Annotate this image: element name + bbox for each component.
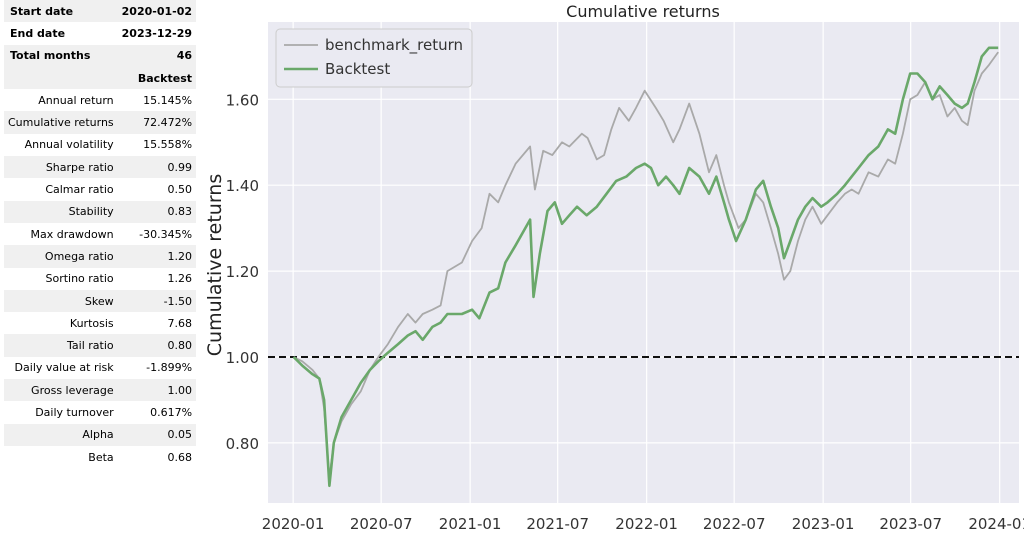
- chart-title: Cumulative returns: [566, 2, 720, 21]
- stat-label: Start date: [4, 0, 118, 23]
- stats-column-header: Backtest: [4, 66, 197, 90]
- stat-label: Gross leverage: [4, 379, 118, 402]
- stat-value: 0.80: [117, 334, 197, 357]
- x-tick-label: 2023-07: [879, 515, 942, 533]
- stat-label: Calmar ratio: [45, 183, 114, 197]
- stat-label: Max drawdown: [30, 227, 114, 241]
- stat-label: Tail ratio: [4, 334, 118, 357]
- stat-label: Alpha: [4, 423, 118, 446]
- y-tick-label: 1.00: [226, 349, 259, 367]
- stats-row: Stability 0.83: [4, 200, 197, 223]
- x-tick-label: 2021-07: [526, 515, 589, 533]
- x-tick-label: 2020-01: [262, 515, 325, 533]
- stats-header-row: End date 2023-12-29: [4, 22, 196, 44]
- stat-label: Skew: [4, 289, 118, 313]
- stats-row: Tail ratio 0.80: [4, 334, 197, 357]
- stat-value: 0.68: [167, 450, 193, 464]
- legend-label: benchmark_return: [325, 36, 463, 55]
- stat-label: Sharpe ratio: [4, 156, 118, 179]
- stats-row: Sortino ratio 1.26: [4, 268, 196, 290]
- stats-row: Alpha 0.05: [4, 423, 197, 446]
- y-tick-label: 1.40: [226, 177, 259, 195]
- stats-row: Daily value at risk -1.899%: [4, 357, 196, 379]
- stats-row: Cumulative returns 72.472%: [4, 111, 197, 134]
- stat-label: Stability: [4, 200, 118, 223]
- stat-value: 2023-12-29: [121, 26, 193, 40]
- stat-value: 0.50: [167, 183, 193, 197]
- x-tick-label: 2022-01: [615, 515, 678, 533]
- stat-value: -30.345%: [139, 227, 193, 241]
- plot-area: [268, 22, 1019, 503]
- x-tick-label: 2022-07: [703, 515, 766, 533]
- y-axis-label: Cumulative returns: [204, 174, 226, 356]
- stats-row: Skew -1.50: [4, 289, 197, 313]
- stats-row: Sharpe ratio 0.99: [4, 156, 197, 179]
- stat-value: 0.617%: [150, 405, 193, 419]
- stats-header-row: Total months 46: [4, 44, 197, 67]
- y-tick-label: 0.80: [226, 435, 259, 453]
- legend-label: Backtest: [325, 60, 390, 78]
- stat-value: 2020-01-02: [117, 0, 197, 23]
- stat-value: 72.472%: [117, 111, 197, 134]
- x-tick-label: 2020-07: [350, 515, 413, 533]
- stat-value: 1.20: [117, 245, 197, 268]
- stat-value: 0.05: [117, 423, 197, 446]
- stat-label: End date: [10, 26, 66, 40]
- stats-row: Kurtosis 7.68: [4, 312, 196, 334]
- stat-label: Cumulative returns: [4, 111, 118, 134]
- stat-label: Omega ratio: [4, 245, 118, 268]
- stat-label: Kurtosis: [69, 316, 114, 330]
- stat-value: 0.99: [117, 156, 197, 179]
- stat-value: -1.50: [117, 289, 197, 313]
- y-tick-label: 1.60: [226, 91, 259, 109]
- series-line-1: [292, 46, 999, 488]
- stat-label: [4, 66, 118, 90]
- stat-value: 15.145%: [143, 93, 193, 107]
- stat-label: Total months: [4, 44, 118, 67]
- stats-row: Calmar ratio 0.50: [4, 178, 196, 200]
- stats-row: Max drawdown -30.345%: [4, 223, 196, 245]
- stat-label: Beta: [88, 450, 114, 464]
- stat-value: 7.68: [167, 316, 193, 330]
- stats-header-row: Start date 2020-01-02: [4, 0, 197, 23]
- stat-label: Annual return: [38, 93, 114, 107]
- y-tick-label: 1.20: [226, 263, 259, 281]
- stat-label: Annual volatility: [24, 138, 114, 152]
- stat-label: Daily value at risk: [14, 361, 114, 375]
- stats-row: Beta 0.68: [4, 446, 196, 468]
- legend-box: [275, 28, 473, 88]
- x-tick-label: 2024-01: [968, 515, 1024, 533]
- stat-value: 1.26: [167, 272, 193, 286]
- x-tick-label: 2023-01: [792, 515, 855, 533]
- stat-value: 15.558%: [143, 138, 193, 152]
- stats-row: Annual volatility 15.558%: [4, 134, 196, 156]
- stats-row: Gross leverage 1.00: [4, 379, 197, 402]
- stat-label: Daily turnover: [35, 405, 114, 419]
- stats-table: Start date 2020-01-02 End date 2023-12-29 To…: [4, 0, 197, 468]
- x-tick-label: 2021-01: [439, 515, 502, 533]
- stat-label: Sortino ratio: [45, 272, 114, 286]
- stat-value: 46: [117, 44, 197, 67]
- stat-value: -1.899%: [146, 361, 193, 375]
- series-line-0: [293, 51, 999, 479]
- stat-value: 1.00: [117, 379, 197, 402]
- stat-value: 0.83: [117, 200, 197, 223]
- stats-row: Annual return 15.145%: [4, 89, 196, 111]
- stats-row: Omega ratio 1.20: [4, 245, 197, 268]
- stats-row: Daily turnover 0.617%: [4, 401, 196, 423]
- stat-value: Backtest: [117, 66, 197, 90]
